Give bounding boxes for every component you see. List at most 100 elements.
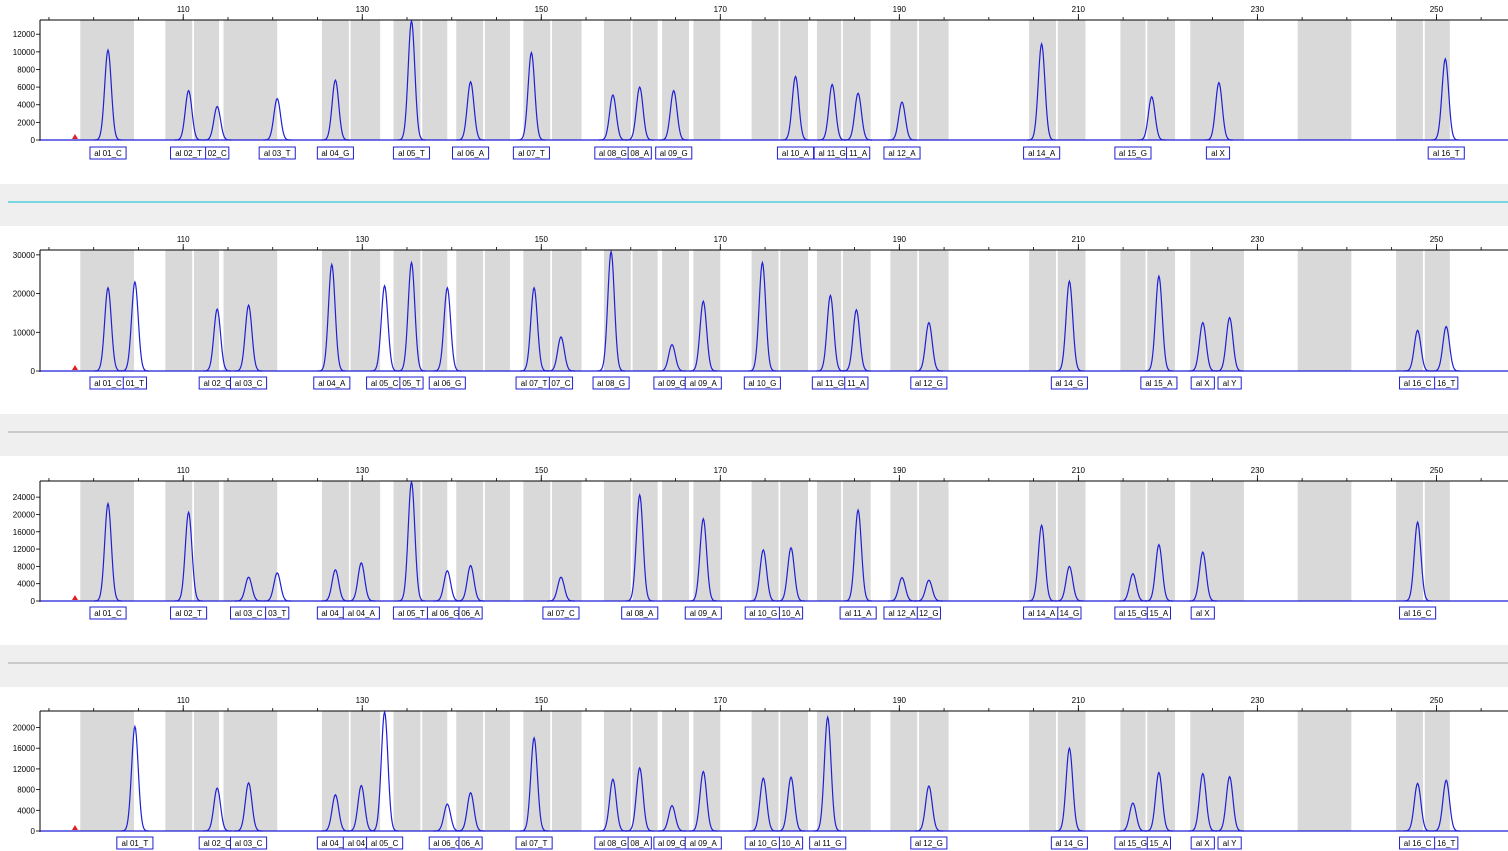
svg-text:al 06_A: al 06_A [457, 149, 485, 158]
allele-label[interactable]: al 16_C [1399, 376, 1437, 390]
allele-label[interactable]: al 04_A [342, 606, 380, 620]
allele-label[interactable]: al 07_C [542, 606, 580, 620]
allele-label[interactable]: al 03_C [230, 376, 268, 390]
allele-label[interactable]: al 02_T [170, 606, 208, 620]
allele-label[interactable]: al 02_T [170, 146, 208, 160]
allele-label[interactable]: al 14_A [1023, 606, 1061, 620]
allele-label[interactable]: al 07_T [512, 146, 550, 160]
trace-peak [749, 548, 778, 602]
allele-label[interactable]: al 11_G [811, 376, 849, 390]
allele-label[interactable]: al 03_C [230, 836, 268, 850]
allele-label[interactable]: al 15_G [1114, 606, 1152, 620]
svg-text:12_G: 12_G [919, 609, 939, 618]
allele-label[interactable]: 06_A [458, 606, 483, 620]
allele-label[interactable]: al 11_A [839, 606, 877, 620]
svg-text:al 06_G: al 06_G [431, 609, 459, 618]
allele-label[interactable]: al 05_T [392, 146, 431, 160]
allele-label[interactable]: al 06_G [428, 376, 466, 390]
allele-label[interactable]: 14_G [1057, 606, 1082, 620]
allele-label[interactable]: al 12_A [883, 606, 921, 620]
allele-label[interactable]: al 16_C [1399, 606, 1437, 620]
svg-text:al 09_A: al 09_A [690, 609, 718, 618]
allele-label[interactable]: al 03_C [230, 606, 268, 620]
allele-label[interactable]: al 05_C [366, 836, 404, 850]
svg-text:10_A: 10_A [782, 839, 801, 848]
allele-label[interactable]: al Y [1217, 376, 1242, 390]
allele-label[interactable]: al 16_C [1399, 836, 1437, 850]
allele-bin [80, 481, 134, 601]
allele-label[interactable]: al 08_G [594, 836, 632, 850]
allele-label[interactable]: 03_T [265, 606, 290, 620]
allele-label[interactable]: al 16_T [1427, 146, 1465, 160]
allele-label[interactable]: al 06_G [426, 606, 465, 620]
allele-label[interactable]: al 15_G [1114, 836, 1152, 850]
allele-label[interactable]: 11_A [846, 146, 871, 160]
allele-label[interactable]: al 09_G [655, 146, 693, 160]
allele-label[interactable]: al 12_G [910, 376, 948, 390]
allele-label[interactable]: al X [1190, 606, 1215, 620]
allele-label[interactable]: al 12_A [883, 146, 921, 160]
allele-label[interactable]: al 06_A [452, 146, 490, 160]
allele-label[interactable]: al 10_G [744, 606, 782, 620]
x-tick-label: 170 [714, 466, 728, 475]
allele-label[interactable]: al 15_G [1114, 146, 1152, 160]
svg-text:al 16_T: al 16_T [1433, 149, 1460, 158]
allele-label[interactable]: al 01_C [89, 376, 127, 390]
allele-label[interactable]: al 02_C [198, 836, 236, 850]
allele-label[interactable]: al 10_A [776, 146, 815, 160]
allele-label[interactable]: 07_C [548, 376, 574, 390]
trace-peak [1118, 802, 1147, 832]
allele-label[interactable]: al 14_A [1023, 146, 1061, 160]
allele-label[interactable]: al 01_C [89, 146, 127, 160]
allele-label[interactable]: al 08_G [594, 146, 632, 160]
allele-bin [780, 250, 809, 371]
allele-label[interactable]: al 15_A [1140, 376, 1178, 390]
allele-label[interactable]: al Y [1217, 836, 1242, 850]
allele-label[interactable]: 12_G [916, 606, 941, 620]
allele-label[interactable]: al 09_A [684, 376, 722, 390]
allele-label[interactable]: al 03_T [258, 146, 296, 160]
allele-label[interactable]: 05_T [399, 376, 424, 390]
allele-label[interactable]: 16_T [1434, 836, 1459, 850]
allele-label[interactable]: 10_A [778, 606, 804, 620]
allele-label[interactable]: al 09_G [653, 836, 691, 850]
allele-label[interactable]: al 04_G [316, 146, 354, 160]
allele-label[interactable]: al 02_C [198, 376, 236, 390]
allele-label[interactable]: 10_A [778, 836, 804, 850]
allele-label[interactable]: 06_A [458, 836, 483, 850]
allele-label[interactable]: 11_A [844, 376, 869, 390]
allele-label[interactable]: 01_T [122, 376, 147, 390]
allele-label[interactable]: al 09_A [684, 836, 722, 850]
allele-label[interactable]: 16_T [1434, 376, 1459, 390]
allele-label[interactable]: 08_A [627, 836, 652, 850]
allele-label[interactable]: 15_A [1146, 606, 1172, 620]
allele-label[interactable]: al 09_G [653, 376, 691, 390]
allele-label[interactable]: 15_A [1146, 836, 1172, 850]
allele-label[interactable]: al 05_C [366, 376, 404, 390]
allele-label[interactable]: al X [1205, 146, 1231, 160]
allele-label[interactable]: al X [1190, 836, 1215, 850]
allele-label[interactable]: al 01_T [116, 836, 154, 850]
allele-label[interactable]: al 10_G [744, 836, 782, 850]
allele-label[interactable]: al 09_A [684, 606, 722, 620]
allele-label[interactable]: al 07_T [515, 376, 553, 390]
allele-bin [1297, 481, 1352, 601]
allele-label[interactable]: 02_C [205, 146, 230, 160]
allele-label[interactable]: al 08_G [592, 376, 630, 390]
allele-label[interactable]: 08_A [627, 146, 652, 160]
allele-label[interactable]: al 08_A [621, 606, 659, 620]
allele-label[interactable]: al 07_T [515, 836, 553, 850]
allele-label[interactable]: al X [1190, 376, 1215, 390]
allele-label[interactable]: al 04_A [313, 376, 351, 390]
allele-label[interactable]: al 01_C [89, 606, 127, 620]
allele-label[interactable]: al 14_G [1050, 376, 1088, 390]
allele-label[interactable]: al 10_G [743, 376, 781, 390]
allele-label[interactable]: al 14_G [1050, 836, 1088, 850]
allele-label[interactable]: al 11_G [813, 146, 851, 160]
allele-bin [393, 481, 421, 601]
allele-label[interactable]: al 11_G [809, 836, 847, 850]
trace-peak [397, 479, 426, 602]
svg-text:al Y: al Y [1223, 379, 1237, 388]
allele-label[interactable]: al 12_G [910, 836, 948, 850]
allele-label[interactable]: al 05_T [392, 606, 431, 620]
